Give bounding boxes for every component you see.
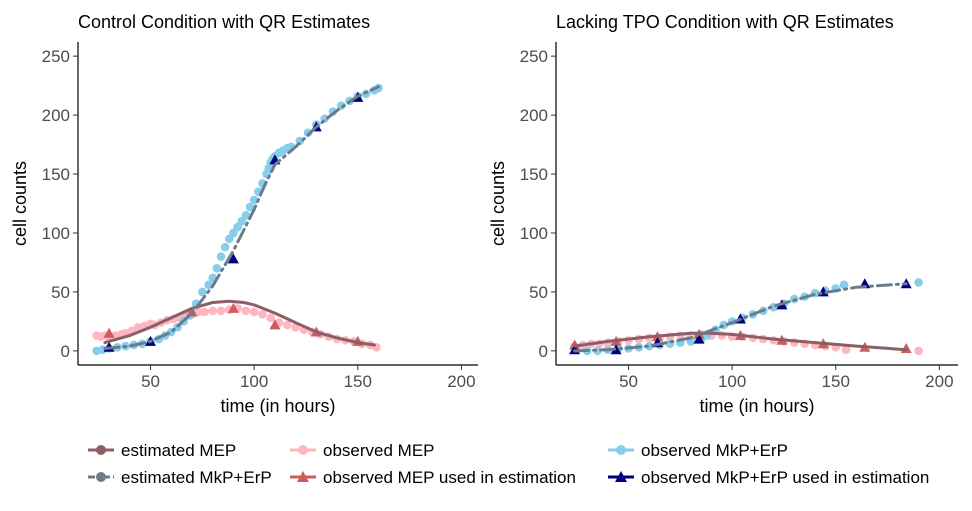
data-point-obs-mkp: [198, 287, 207, 297]
y-tick-label: 0: [539, 342, 548, 361]
y-tick-label: 250: [42, 47, 70, 66]
y-tick-label: 50: [51, 283, 70, 302]
data-point-obs-mkp: [914, 278, 923, 287]
x-tick-label: 100: [718, 372, 746, 391]
legend-key-marker: [297, 471, 309, 482]
legend-key-marker: [96, 472, 106, 482]
legend-label: observed MkP+ErP used in estimation: [641, 468, 929, 487]
data-point-obs-mkp: [241, 210, 251, 220]
y-tick-label: 200: [42, 106, 70, 125]
legend-item-used-mkp: observed MkP+ErP used in estimation: [608, 468, 929, 487]
legend-key-marker: [615, 471, 627, 482]
y-tick-label: 200: [520, 106, 548, 125]
legend-label: observed MEP: [323, 441, 435, 460]
y-tick-label: 150: [42, 165, 70, 184]
data-point-obs-mep: [249, 307, 259, 317]
data-point-obs-mkp: [216, 252, 226, 261]
legend-item-est-mkp: estimated MkP+ErP: [88, 468, 272, 487]
chart-title: Lacking TPO Condition with QR Estimates: [556, 12, 894, 32]
data-point-used-mep: [227, 302, 239, 313]
legend-item-est-mep: estimated MEP: [88, 441, 236, 460]
y-tick-label: 250: [520, 47, 548, 66]
legend-item-used-mep: observed MEP used in estimation: [290, 468, 576, 487]
data-point-obs-mkp: [644, 341, 654, 351]
data-point-used-mep: [103, 327, 115, 338]
legend-key-marker: [616, 445, 626, 455]
legend-label: observed MEP used in estimation: [323, 468, 576, 487]
series-line-est-mep: [103, 299, 376, 347]
x-tick-label: 200: [925, 372, 953, 391]
legend-label: estimated MkP+ErP: [121, 468, 272, 487]
y-tick-label: 0: [61, 342, 70, 361]
chart-panel-1: Control Condition with QR Estimates 0 50 10…: [10, 12, 478, 416]
y-tick-label: 150: [520, 165, 548, 184]
y-axis-title: cell counts: [488, 161, 508, 246]
x-axis-title: time (in hours): [699, 396, 814, 416]
x-tick-label: 150: [344, 372, 372, 391]
chart-panel-2: Lacking TPO Condition with QR Estimates 0…: [488, 12, 958, 416]
y-tick-label: 100: [42, 224, 70, 243]
data-point-obs-mkp: [839, 280, 849, 290]
series-obs-mkp: [582, 278, 923, 356]
data-point-obs-mep: [241, 306, 251, 316]
data-point-obs-mep: [841, 345, 851, 354]
data-point-obs-mep: [258, 310, 267, 319]
data-point-used-mkp: [227, 253, 239, 264]
legend-key-marker: [298, 445, 308, 455]
series-line-est-mep: [573, 331, 908, 352]
series-est-mep: [573, 331, 908, 352]
data-point-obs-mep: [200, 307, 209, 317]
legend-key-marker: [96, 445, 106, 455]
legend-label: estimated MEP: [121, 441, 236, 460]
x-tick-label: 150: [822, 372, 850, 391]
data-point-obs-mkp: [212, 264, 222, 273]
x-tick-label: 200: [447, 372, 475, 391]
data-point-obs-mkp: [245, 202, 255, 212]
data-point-obs-mep: [216, 306, 226, 316]
y-axis-title: cell counts: [10, 161, 30, 246]
series-line-est-mkp: [103, 85, 380, 350]
data-point-obs-mkp: [220, 242, 230, 252]
data-point-obs-mkp: [303, 128, 313, 138]
data-point-used-mep: [269, 319, 281, 330]
y-tick-label: 100: [520, 224, 548, 243]
x-tick-label: 50: [619, 372, 638, 391]
x-tick-label: 50: [141, 372, 160, 391]
data-point-used-mkp: [693, 333, 705, 344]
series-obs-mkp: [92, 83, 383, 356]
x-tick-label: 100: [240, 372, 268, 391]
series-est-mkp: [573, 282, 908, 353]
legend-item-obs-mep: observed MEP: [290, 441, 435, 460]
series-est-mkp: [103, 85, 380, 350]
data-point-obs-mep: [208, 306, 218, 316]
data-point-used-mkp: [610, 344, 622, 355]
chart-title: Control Condition with QR Estimates: [78, 12, 370, 32]
series-line-est-mkp: [573, 282, 908, 353]
series-est-mep: [103, 299, 376, 347]
legend-item-obs-mkp: observed MkP+ErP: [608, 441, 788, 460]
legend: estimated MEP observed MEP observed MkP+Er…: [88, 441, 929, 487]
data-point-obs-mep: [266, 313, 276, 323]
legend-label: observed MkP+ErP: [641, 441, 788, 460]
y-tick-label: 50: [529, 283, 548, 302]
data-point-obs-mep: [283, 320, 292, 330]
data-point-obs-mep: [914, 346, 923, 356]
x-axis-title: time (in hours): [220, 396, 335, 416]
